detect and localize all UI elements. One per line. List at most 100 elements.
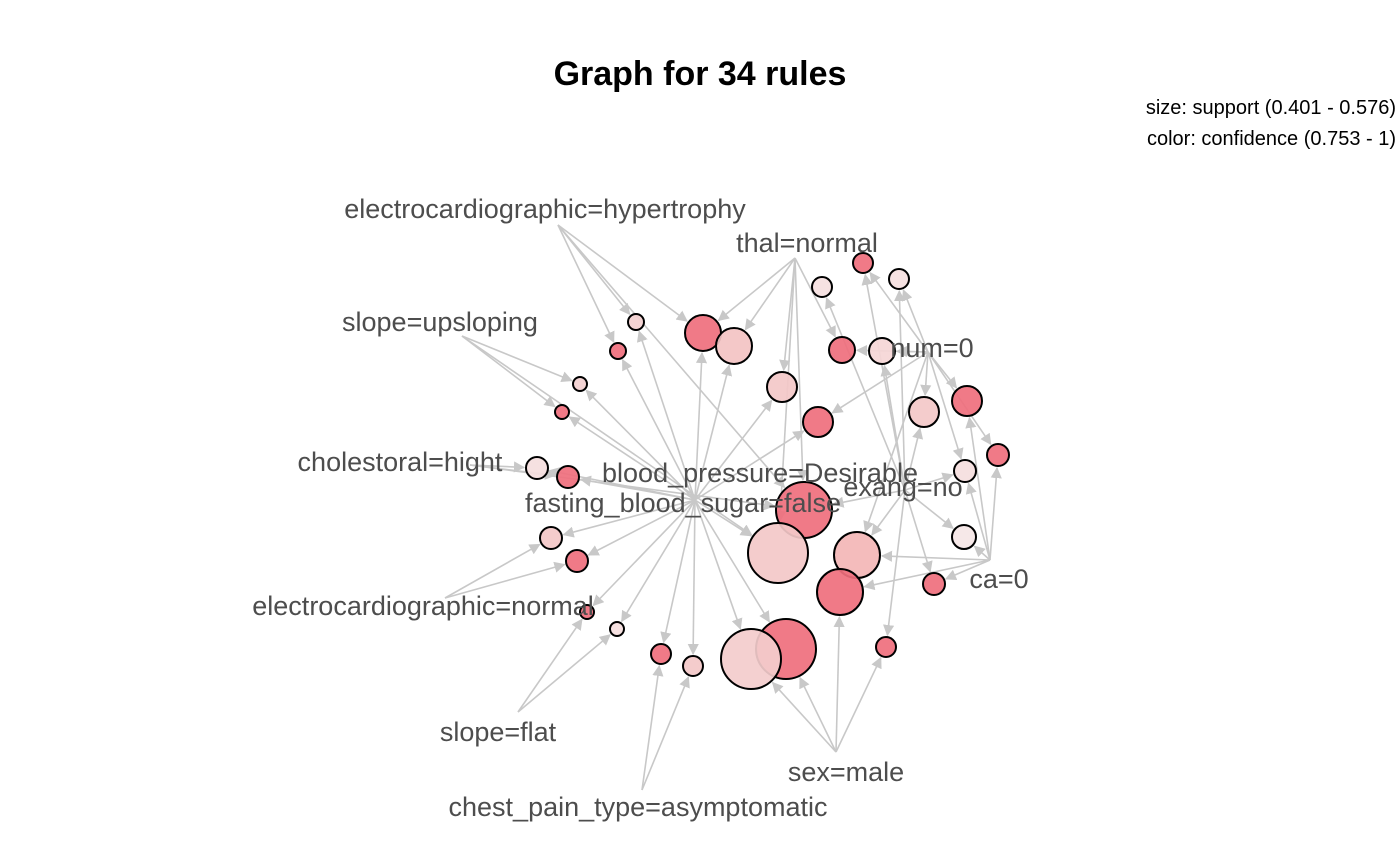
edge-exang-rule-7 bbox=[825, 297, 906, 491]
edge-male-rule-34 bbox=[771, 681, 837, 753]
edge-fbs-rule-3 bbox=[585, 389, 696, 501]
edge-fbs-rule-4 bbox=[568, 416, 696, 501]
item-label-thal[interactable]: thal=normal bbox=[736, 228, 878, 258]
rule-node-23[interactable] bbox=[539, 526, 563, 550]
edge-asymp-rule-28 bbox=[641, 676, 690, 791]
edge-layer bbox=[444, 224, 1002, 791]
edge-ca0-rule-15 bbox=[965, 416, 991, 561]
edge-exang-rule-17 bbox=[904, 472, 954, 491]
edge-exang-rule-14 bbox=[904, 427, 924, 491]
rule-node-24[interactable] bbox=[565, 549, 589, 573]
edge-fbs-rule-2 bbox=[621, 358, 696, 501]
rule-node-22[interactable] bbox=[556, 465, 580, 489]
edge-flat-rule-26 bbox=[517, 634, 611, 713]
rule-node-21[interactable] bbox=[525, 456, 549, 480]
edge-num0-rule-11 bbox=[895, 345, 929, 358]
rule-node-layer bbox=[525, 252, 1010, 690]
edge-ca0-rule-16 bbox=[989, 466, 1002, 561]
edge-thal-rule-12 bbox=[779, 257, 796, 372]
edge-exang-rule-31 bbox=[871, 489, 906, 536]
item-label-chol[interactable]: cholestoral=hight bbox=[298, 447, 503, 477]
edge-fbs-rule-26 bbox=[621, 499, 696, 623]
edge-fbs-rule-27 bbox=[660, 499, 696, 644]
rule-node-16[interactable] bbox=[986, 443, 1010, 467]
edge-fbs-rule-28 bbox=[687, 499, 699, 656]
rule-node-11[interactable] bbox=[868, 337, 896, 365]
edge-ca0-rule-19 bbox=[944, 559, 991, 581]
edge-hypertrophy-rule-5 bbox=[557, 224, 688, 322]
rule-node-27[interactable] bbox=[650, 643, 672, 665]
edge-exang-rule-18 bbox=[904, 489, 954, 529]
edge-exang-rule-9 bbox=[893, 289, 906, 491]
rule-node-34[interactable] bbox=[720, 628, 782, 690]
item-label-layer: electrocardiographic=hypertrophy thal=nor… bbox=[252, 194, 1028, 822]
rule-node-30[interactable] bbox=[747, 522, 809, 584]
rule-node-7[interactable] bbox=[811, 276, 833, 298]
item-label-ca0[interactable]: ca=0 bbox=[969, 564, 1028, 594]
item-label-upsloping[interactable]: slope=upsloping bbox=[342, 307, 538, 337]
edge-thal-rule-29 bbox=[794, 257, 809, 482]
rule-node-32[interactable] bbox=[816, 568, 864, 616]
edge-ecgnormal-rule-24 bbox=[444, 561, 566, 599]
edge-num0-rule-13 bbox=[831, 351, 929, 414]
legend: size: support (0.401 - 0.576) color: con… bbox=[1146, 93, 1396, 155]
edge-thal-rule-6 bbox=[744, 257, 796, 331]
item-label-fbs[interactable]: fasting_blood_sugar=false bbox=[525, 488, 841, 518]
edge-ecgnormal-rule-23 bbox=[444, 543, 541, 599]
rule-node-14[interactable] bbox=[908, 396, 940, 428]
rule-node-9[interactable] bbox=[888, 268, 910, 290]
edge-fbs-rule-23 bbox=[562, 499, 696, 538]
rule-node-18[interactable] bbox=[951, 524, 977, 550]
edge-asymp-rule-27 bbox=[641, 664, 664, 791]
edge-num0-rule-14 bbox=[920, 351, 932, 397]
edge-thal-rule-10 bbox=[794, 257, 836, 338]
edge-exang-rule-20 bbox=[883, 489, 906, 637]
item-label-flat[interactable]: slope=flat bbox=[440, 717, 557, 747]
rule-node-20[interactable] bbox=[875, 636, 897, 658]
edge-num0-rule-17 bbox=[927, 351, 964, 460]
rule-node-15[interactable] bbox=[951, 385, 983, 417]
edge-fbs-rule-34 bbox=[694, 499, 743, 630]
rule-node-1[interactable] bbox=[627, 313, 645, 331]
rule-node-12[interactable] bbox=[766, 371, 798, 403]
legend-color: color: confidence (0.753 - 1) bbox=[1146, 128, 1396, 150]
rule-node-6[interactable] bbox=[715, 327, 753, 365]
graph-title: Graph for 34 rules bbox=[553, 55, 847, 93]
rule-node-28[interactable] bbox=[682, 655, 704, 677]
rule-node-19[interactable] bbox=[922, 572, 946, 596]
edge-ca0-rule-18 bbox=[973, 545, 991, 561]
rule-node-8[interactable] bbox=[852, 252, 874, 274]
item-label-hypertrophy[interactable]: electrocardiographic=hypertrophy bbox=[344, 194, 746, 224]
rule-node-26[interactable] bbox=[609, 621, 625, 637]
rule-node-4[interactable] bbox=[554, 404, 570, 420]
edge-exang-rule-19 bbox=[904, 489, 933, 573]
item-label-male[interactable]: sex=male bbox=[788, 757, 904, 787]
edge-num0-rule-9 bbox=[901, 289, 929, 353]
edge-flat-rule-25 bbox=[517, 618, 583, 713]
rule-node-17[interactable] bbox=[953, 459, 977, 483]
item-label-ecgnormal[interactable]: electrocardiographic=normal bbox=[252, 591, 593, 621]
edge-fbs-rule-33 bbox=[694, 499, 770, 623]
edge-fbs-rule-30 bbox=[694, 499, 752, 537]
rule-node-2[interactable] bbox=[609, 342, 627, 360]
edge-fbs-rule-6 bbox=[694, 364, 733, 501]
rule-node-3[interactable] bbox=[572, 376, 588, 392]
edge-upsloping-rule-4 bbox=[461, 335, 556, 408]
rule-node-25[interactable] bbox=[579, 604, 595, 620]
edge-ca0-rule-31 bbox=[880, 550, 991, 562]
edge-exang-rule-29 bbox=[832, 489, 906, 508]
item-label-exang[interactable]: exang=no bbox=[843, 472, 962, 502]
item-label-asymp[interactable]: chest_pain_type=asymptomatic bbox=[449, 792, 828, 822]
edge-fbs-rule-13 bbox=[694, 430, 805, 501]
rule-node-13[interactable] bbox=[802, 406, 834, 438]
edge-fbs-rule-1 bbox=[636, 330, 696, 501]
legend-size: size: support (0.401 - 0.576) bbox=[1145, 97, 1396, 119]
edge-upsloping-rule-3 bbox=[461, 335, 573, 382]
edge-hypertrophy-rule-2 bbox=[557, 224, 615, 344]
edge-fbs-rule-25 bbox=[592, 499, 696, 607]
rule-node-10[interactable] bbox=[828, 336, 856, 364]
item-label-num0[interactable]: num=0 bbox=[890, 333, 973, 363]
item-label-bp[interactable]: blood_pressure=Desirable bbox=[602, 458, 918, 488]
edge-fbs-rule-24 bbox=[587, 499, 696, 556]
